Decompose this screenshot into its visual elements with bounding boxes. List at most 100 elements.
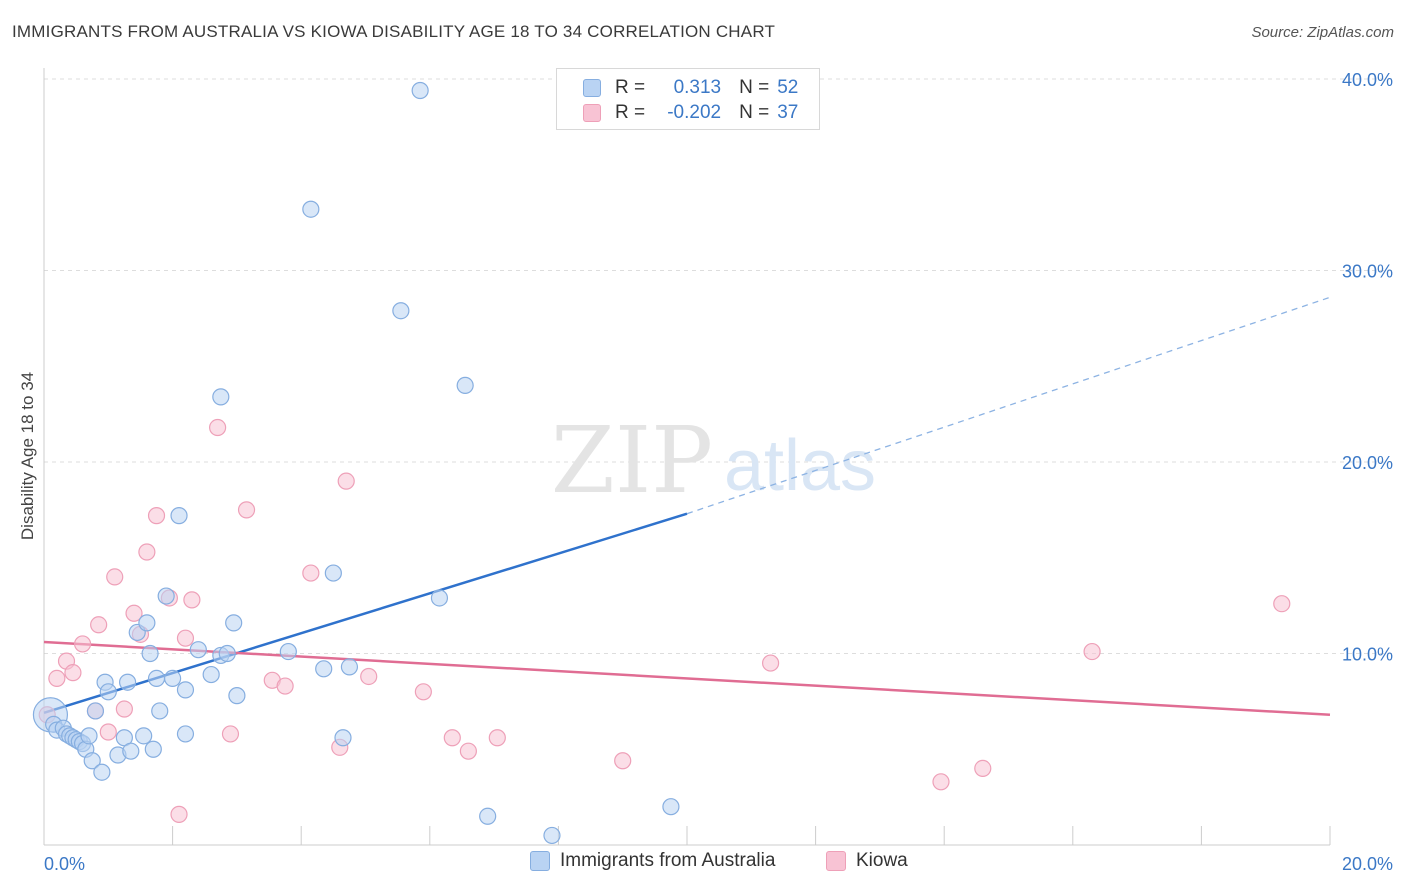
r-value: -0.202 — [667, 102, 722, 123]
kiowa-point — [614, 752, 632, 770]
y-tick-label: 30.0% — [1342, 262, 1393, 282]
australia-point — [218, 644, 236, 663]
kiowa-point — [115, 700, 133, 718]
kiowa-point — [176, 629, 195, 647]
australia-point — [157, 587, 175, 605]
tick-labels: 10.0% 20.0% 30.0% 40.0% 0.0% 20.0% — [44, 70, 1393, 874]
kiowa-point — [183, 591, 201, 609]
kiowa-point — [414, 683, 432, 701]
australia-point — [315, 660, 333, 678]
australia-point — [340, 658, 359, 676]
kiowa-point — [170, 805, 188, 823]
kiowa-point — [337, 472, 355, 490]
kiowa-point — [1273, 595, 1291, 613]
australia-point — [99, 683, 117, 701]
kiowa-point — [459, 742, 477, 760]
legend-row-australia: R = 0.313 N = 52 — [583, 76, 798, 100]
n-value: 52 — [777, 77, 799, 98]
australia-point — [83, 752, 101, 770]
australia-point — [135, 727, 153, 745]
australia-trend-extension — [686, 296, 1331, 515]
y-tick-label: 20.0% — [1342, 453, 1393, 473]
watermark-zip: ZIP — [551, 407, 713, 514]
kiowa-point — [974, 759, 992, 778]
australia-point — [662, 798, 680, 816]
australia-point — [456, 376, 474, 394]
kiowa-point — [221, 725, 240, 743]
australia-point — [164, 669, 182, 687]
australia-point — [392, 302, 410, 320]
kiowa-point — [48, 669, 66, 687]
legend-row-kiowa: R = -0.202 N = 37 — [583, 101, 798, 125]
kiowa-point — [1083, 642, 1101, 661]
kiowa-point — [125, 604, 143, 622]
australia-point — [228, 687, 246, 705]
legend-label-australia: Immigrants from Australia — [560, 850, 776, 871]
australia-point — [176, 681, 195, 699]
legend-swatch-pink — [583, 104, 601, 122]
kiowa-trend-line — [43, 640, 1331, 717]
x-tick-label-min: 0.0% — [44, 854, 85, 874]
kiowa-point — [106, 568, 124, 586]
australia-point — [141, 644, 159, 663]
r-label: R = — [615, 102, 646, 123]
watermark-atlas: atlas — [724, 426, 876, 506]
kiowa-point — [761, 654, 780, 672]
n-label: N = — [739, 77, 770, 98]
kiowa-point — [360, 667, 378, 686]
axes — [43, 68, 1331, 846]
australia-point — [189, 641, 207, 659]
y-tick-label: 40.0% — [1342, 70, 1393, 90]
kiowa-point — [64, 664, 82, 682]
y-axis-label: Disability Age 18 to 34 — [18, 371, 37, 541]
grid-lines — [44, 78, 1394, 654]
legend-swatch-blue — [530, 851, 550, 871]
australia-point — [302, 200, 320, 218]
australia-point — [324, 564, 342, 582]
legend-swatch-blue — [583, 79, 601, 97]
kiowa-point — [488, 729, 506, 747]
kiowa-point — [147, 507, 166, 525]
x-tick-label-max: 20.0% — [1342, 854, 1393, 874]
legend-swatch-pink — [826, 851, 846, 871]
australia-point — [334, 729, 352, 747]
n-value: 37 — [777, 102, 799, 123]
correlation-legend: R = 0.313 N = 52 R = -0.202 N = 37 — [556, 68, 820, 130]
r-value: 0.313 — [673, 77, 722, 98]
source-label: Source: ZipAtlas.com — [1251, 24, 1394, 41]
kiowa-point — [443, 729, 461, 747]
australia-point — [225, 614, 243, 632]
legend-item-australia: Immigrants from Australia — [530, 850, 775, 872]
australia-point — [176, 725, 195, 743]
australia-point — [93, 763, 111, 781]
australia-point — [80, 727, 98, 745]
kiowa-point — [932, 773, 950, 791]
kiowa-point — [73, 635, 92, 653]
australia-point — [170, 507, 188, 525]
australia-point — [212, 388, 230, 406]
y-tick-label: 10.0% — [1342, 645, 1393, 665]
kiowa-point — [276, 677, 294, 695]
australia-point — [202, 665, 220, 684]
r-label: R = — [615, 77, 646, 98]
australia-point — [479, 807, 497, 825]
australia-point — [118, 673, 137, 691]
watermark: ZIP atlas — [551, 407, 876, 514]
australia-point — [279, 642, 297, 661]
kiowa-point — [90, 616, 108, 634]
australia-point — [122, 742, 140, 760]
australia-point — [138, 614, 156, 632]
australia-point — [144, 740, 162, 758]
australia-point — [147, 669, 166, 687]
n-label: N = — [739, 102, 770, 123]
australia-point — [151, 702, 169, 720]
kiowa-point — [138, 543, 156, 561]
kiowa-point — [237, 501, 256, 519]
chart-title: IMMIGRANTS FROM AUSTRALIA VS KIOWA DISAB… — [12, 22, 776, 41]
australia-point — [543, 826, 561, 845]
australia-point — [430, 589, 449, 607]
kiowa-point — [99, 723, 117, 741]
kiowa-point — [209, 418, 227, 437]
australia-point — [411, 81, 429, 100]
